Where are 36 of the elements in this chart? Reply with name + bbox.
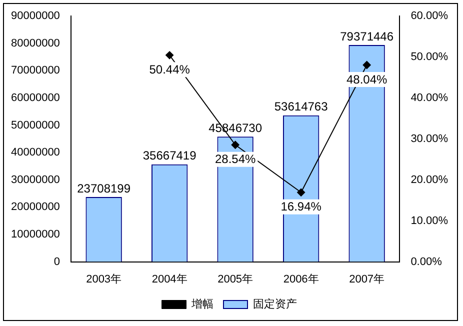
x-tick-label: 2004年 bbox=[152, 273, 188, 286]
point bbox=[362, 60, 371, 69]
y-tick-label: 70000000 bbox=[10, 64, 60, 77]
y2-tick-label: 20.00% bbox=[410, 174, 448, 186]
y2-tick-label: 30.00% bbox=[410, 132, 448, 145]
x-tick-label: 2003年 bbox=[86, 273, 122, 286]
y-tick-label: 90000000 bbox=[10, 10, 60, 22]
y2-tick-label: 0.00% bbox=[410, 256, 442, 268]
y2-tick-label: 60.00% bbox=[410, 10, 448, 22]
y-tick-label: 40000000 bbox=[10, 146, 60, 159]
data-label: 16.94% bbox=[280, 200, 322, 214]
y-tick-label: 0 bbox=[54, 256, 60, 268]
x-tick-label: 2007年 bbox=[349, 273, 385, 286]
data-label: 79371446 bbox=[340, 29, 394, 44]
point bbox=[166, 51, 174, 60]
y-tick-label: 60000000 bbox=[10, 92, 60, 104]
y2-tick-label: 10.00% bbox=[410, 214, 448, 227]
legend-label: 增幅 bbox=[190, 298, 214, 311]
y-tick-label: 80000000 bbox=[10, 37, 60, 50]
y-tick-label: 50000000 bbox=[10, 119, 60, 132]
data-label: 53614763 bbox=[274, 100, 328, 114]
x-tick-label: 2006年 bbox=[283, 273, 319, 286]
y-tick-label: 30000000 bbox=[10, 174, 60, 186]
y2-tick-label: 40.00% bbox=[410, 92, 448, 104]
point bbox=[297, 188, 306, 196]
legend-label: 固定资产 bbox=[253, 298, 297, 311]
data-label: 50.44% bbox=[149, 62, 190, 76]
point bbox=[231, 140, 240, 149]
y-tick-label: 10000000 bbox=[10, 228, 60, 241]
y-tick-label: 20000000 bbox=[10, 201, 60, 214]
x-tick-label: 2005年 bbox=[218, 273, 254, 286]
data-label: 35667419 bbox=[142, 148, 197, 163]
y2-tick-label: 50.00% bbox=[410, 51, 448, 63]
data-label: 48.04% bbox=[346, 72, 388, 86]
data-label: 23708199 bbox=[77, 181, 131, 196]
data-label: 28.54% bbox=[214, 152, 256, 166]
